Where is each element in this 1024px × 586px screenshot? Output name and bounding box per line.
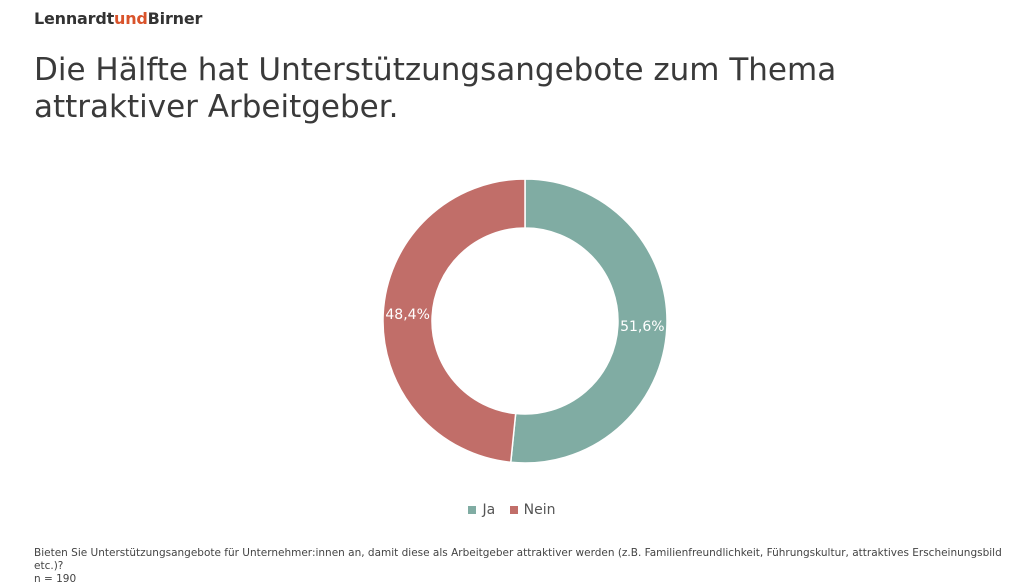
brand-logo-part1: Lennardt	[34, 9, 115, 28]
legend-item-ja: Ja	[468, 502, 495, 518]
footnote-sample-size: n = 190	[34, 573, 77, 585]
data-label-nein: 48,4%	[385, 307, 429, 323]
footnote: Bieten Sie Unterstützungsangebote für Un…	[34, 547, 1024, 586]
donut-slice-nein	[382, 178, 526, 464]
footnote-question: Bieten Sie Unterstützungsangebote für Un…	[34, 547, 1002, 572]
brand-logo: LennardtundBirner	[34, 9, 202, 28]
donut-slice-ja	[509, 178, 668, 464]
page-title: Die Hälfte hat Unterstützungsangebote zu…	[34, 52, 837, 125]
brand-logo-part2: und	[114, 9, 148, 28]
legend-swatch-ja	[468, 506, 477, 514]
legend-label-ja: Ja	[482, 502, 496, 518]
legend-swatch-nein	[509, 506, 518, 514]
legend-label-nein: Nein	[523, 502, 556, 518]
brand-logo-part3: Birner	[147, 9, 203, 28]
data-label-ja: 51,6%	[620, 319, 664, 335]
legend-item-nein: Nein	[509, 502, 556, 518]
chart-legend: Ja Nein	[0, 502, 1024, 518]
